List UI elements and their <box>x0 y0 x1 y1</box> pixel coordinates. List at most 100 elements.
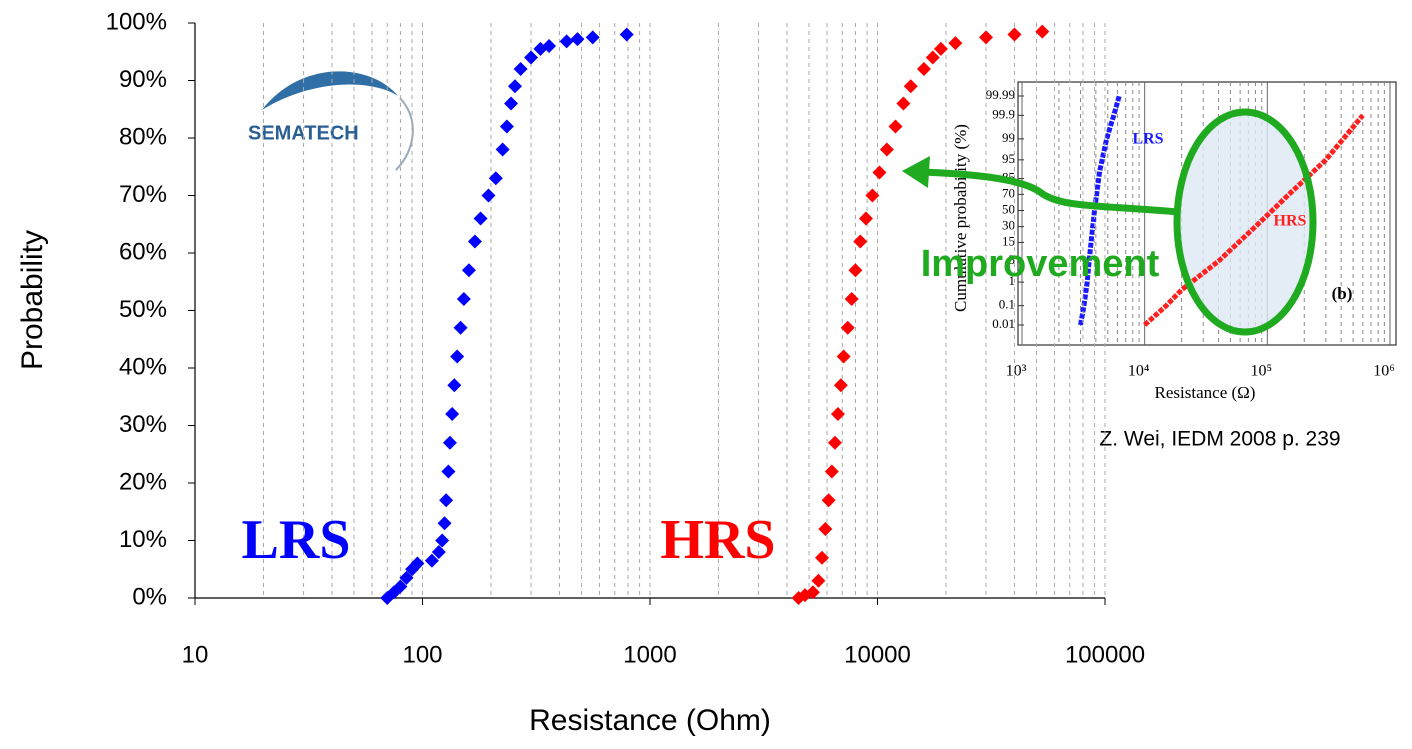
y-tick-label: 80% <box>119 123 167 150</box>
data-point <box>431 545 446 559</box>
series-label: HRS <box>1274 213 1307 230</box>
x-tick-label: 1000 <box>623 641 676 668</box>
data-point <box>585 30 600 45</box>
y-tick-label: 70 <box>1002 185 1015 200</box>
data-point <box>818 522 833 536</box>
x-axis-label: Resistance (Ohm) <box>529 704 771 737</box>
data-point <box>424 553 439 568</box>
y-tick-label: 60% <box>119 238 167 265</box>
panel-label: (b) <box>1332 284 1353 303</box>
data-point <box>916 62 931 76</box>
data-point <box>1035 24 1050 39</box>
x-tick-label: 100 <box>402 641 442 668</box>
x-tick-label: 10⁶ <box>1373 363 1395 380</box>
data-point <box>933 41 948 56</box>
y-tick-label: 5 <box>1009 252 1016 267</box>
data-point <box>445 407 460 421</box>
y-tick-label: 0% <box>132 583 167 610</box>
y-tick-label: 30% <box>119 411 167 438</box>
data-point <box>619 27 634 42</box>
data-point <box>456 292 471 306</box>
data-point <box>844 292 859 306</box>
source: Z. Wei, IEDM 2008 p. 239 <box>1099 428 1340 451</box>
data-point <box>467 234 482 249</box>
data-point <box>903 79 918 94</box>
y-tick-label: 95 <box>1002 151 1015 166</box>
data-point <box>495 142 510 157</box>
data-point <box>805 585 820 600</box>
data-point <box>399 570 414 585</box>
y-axis-label: Probability <box>16 230 49 370</box>
data-point <box>441 464 456 479</box>
data-point <box>925 50 940 65</box>
y-tick-label: 20% <box>119 468 167 495</box>
arrow-head <box>902 156 930 188</box>
y-tick-label: 30 <box>1002 218 1015 233</box>
data-point <box>840 320 855 335</box>
data-point <box>504 96 519 111</box>
data-point <box>948 36 963 51</box>
x-tick-label: 10 <box>182 641 209 668</box>
data-point <box>559 34 574 49</box>
x-tick-label: 10⁵ <box>1251 363 1273 380</box>
y-tick-label: 50 <box>1002 201 1015 216</box>
highlight-ellipse <box>1173 108 1317 336</box>
y-tick-label: 70% <box>119 181 167 208</box>
data-point <box>439 493 454 508</box>
x-tick-label: 100000 <box>1065 641 1145 668</box>
y-tick-label: 99.9 <box>992 106 1015 121</box>
y-tick-label: 90% <box>119 66 167 93</box>
series-label: LRS <box>242 509 351 571</box>
y-tick-label: 1 <box>1009 273 1016 288</box>
data-point <box>836 349 851 364</box>
arrow <box>921 168 1179 216</box>
logo-text: SEMATECH <box>248 122 359 144</box>
data-point <box>437 516 452 531</box>
data-point <box>879 142 894 157</box>
y-tick-label: 0.01 <box>992 316 1015 331</box>
data-point <box>848 263 863 278</box>
data-point <box>824 464 839 479</box>
y-tick-label: 100% <box>106 8 167 35</box>
data-point <box>830 407 845 421</box>
data-point <box>1007 27 1022 42</box>
data-point <box>570 32 585 47</box>
data-point <box>393 579 408 594</box>
data-point <box>979 30 994 45</box>
data-point <box>507 79 522 94</box>
y-tick-label: 99 <box>1002 130 1015 145</box>
data-point <box>461 263 476 278</box>
data-point <box>827 435 842 450</box>
shaded-region <box>1179 114 1311 330</box>
data-point <box>524 50 539 65</box>
logo: SEMATECH <box>248 71 414 171</box>
data-point <box>814 550 829 565</box>
data-point <box>435 533 450 548</box>
data-point <box>450 349 465 364</box>
data-point <box>872 165 887 180</box>
x-tick-label: 10⁴ <box>1128 363 1150 380</box>
data-point <box>896 96 911 111</box>
data-point <box>821 493 836 508</box>
data-point <box>811 573 826 588</box>
data-point <box>865 188 880 203</box>
annotation: Improvement <box>921 243 1160 285</box>
y-tick-label: 99.99 <box>986 87 1015 102</box>
data-point <box>481 188 496 203</box>
y-tick-label: 10% <box>119 526 167 553</box>
series-label: LRS <box>1132 131 1163 148</box>
data-point <box>442 435 457 450</box>
data-point <box>853 234 868 249</box>
y-tick-label: 0.1 <box>999 297 1015 312</box>
data-line <box>1142 113 1365 327</box>
x-tick-label: 10³ <box>1006 363 1027 380</box>
data-point <box>473 211 488 226</box>
data-point <box>453 320 468 335</box>
y-tick-label: 40% <box>119 353 167 380</box>
data-point <box>858 211 873 226</box>
data-point <box>542 39 557 53</box>
series-label: HRS <box>660 509 775 571</box>
data-point <box>447 378 462 393</box>
